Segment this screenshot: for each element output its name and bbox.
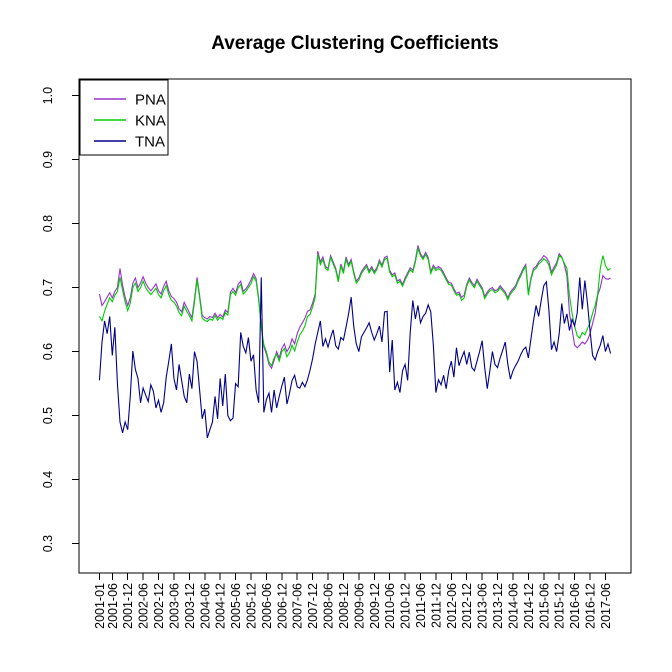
y-tick-label: 0.5 — [41, 407, 55, 424]
x-tick-label: 2014-06 — [506, 583, 520, 629]
x-tick-label: 2009-06 — [352, 583, 366, 629]
legend-label-pna: PNA — [135, 92, 166, 109]
chart-title: Average Clustering Coefficients — [211, 33, 499, 54]
x-tick-label: 2002-12 — [152, 583, 166, 629]
x-tick-label: 2008-06 — [322, 583, 336, 629]
x-tick-label: 2013-06 — [476, 583, 490, 629]
x-tick-label: 2001-12 — [121, 583, 135, 629]
x-tick-label: 2009-12 — [368, 583, 382, 629]
x-tick-label: 2016-06 — [568, 583, 582, 629]
y-tick-label: 0.9 — [41, 151, 55, 168]
y-tick-label: 0.4 — [41, 471, 55, 488]
x-tick-label: 2004-06 — [198, 583, 212, 629]
legend: PNA KNA TNA — [79, 79, 169, 156]
x-tick-label: 2010-12 — [399, 583, 413, 629]
x-tick-label: 2013-12 — [491, 583, 505, 629]
plot-border — [78, 78, 632, 574]
x-tick-label: 2017-06 — [599, 583, 613, 629]
x-tick-label: 2015-12 — [553, 583, 567, 629]
series-line-pna — [98, 245, 611, 370]
legend-label-kna: KNA — [135, 113, 166, 130]
x-tick-label: 2016-12 — [584, 583, 598, 629]
x-tick-label: 2005-12 — [244, 583, 258, 629]
x-tick-label: 2006-12 — [275, 583, 289, 629]
x-tick-label: 2010-06 — [383, 583, 397, 629]
x-tick-label: 2008-12 — [337, 583, 351, 629]
legend-box — [79, 79, 169, 156]
x-tick-label: 2004-12 — [214, 583, 228, 629]
legend-label-tna: TNA — [135, 134, 165, 151]
y-tick-label: 0.7 — [41, 279, 55, 296]
x-tick-label: 2006-06 — [260, 583, 274, 629]
x-tick-label: 2012-12 — [460, 583, 474, 629]
x-tick-label: 2007-12 — [306, 583, 320, 629]
y-tick-label: 1.0 — [41, 87, 55, 104]
x-tick-label: 2015-06 — [537, 583, 551, 629]
series-line-tna — [98, 277, 612, 439]
x-tick-label: 2005-06 — [229, 583, 243, 629]
x-tick-label: 2011-06 — [414, 583, 428, 628]
x-tick-label: 2002-06 — [137, 583, 151, 629]
x-tick-label: 2007-06 — [291, 583, 305, 629]
y-tick-label: 0.6 — [41, 343, 55, 360]
x-tick-label: 2001-06 — [106, 583, 120, 629]
x-tick-label: 2011-12 — [429, 583, 443, 628]
y-tick-label: 0.8 — [41, 215, 55, 232]
x-tick-label: 2001-01 — [93, 583, 107, 629]
x-tick-label: 2012-06 — [445, 583, 459, 629]
x-tick-label: 2014-12 — [522, 583, 536, 629]
y-tick-label: 0.3 — [41, 535, 55, 552]
x-tick-label: 2003-12 — [183, 583, 197, 629]
x-tick-label: 2003-06 — [167, 583, 181, 629]
series-line-kna — [98, 246, 611, 367]
series-lines — [98, 245, 612, 439]
